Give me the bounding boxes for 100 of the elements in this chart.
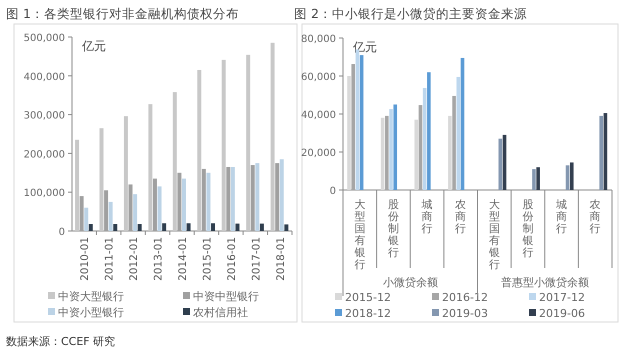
- bar: [351, 64, 356, 190]
- x-tick-label: 2010-01: [79, 237, 92, 281]
- y-tick-label: 0: [58, 227, 65, 238]
- bar: [202, 168, 206, 231]
- text: 普惠型小微贷余额: [500, 276, 589, 289]
- x-tick-label: 城商行: [555, 198, 568, 235]
- bar: [177, 172, 182, 231]
- y-tick-label: 40,000: [301, 110, 336, 121]
- bar: [284, 224, 288, 231]
- legend-label: 中资中型银行: [193, 290, 259, 303]
- bar: [536, 167, 540, 190]
- text: 小微贷余额: [382, 276, 438, 289]
- bar: [385, 116, 389, 190]
- x-tick-label: 农商行: [455, 198, 466, 235]
- bar: [389, 109, 393, 190]
- bar: [104, 190, 108, 231]
- bar: [566, 165, 570, 190]
- bar: [452, 96, 456, 190]
- bar: [260, 224, 264, 231]
- bar: [158, 186, 162, 231]
- bar: [133, 194, 138, 231]
- x-tick-label: 农商行: [590, 198, 601, 235]
- legend-label: 2017-12: [539, 291, 585, 304]
- x-tick-label: 2012-01: [128, 237, 140, 281]
- bar: [347, 76, 351, 190]
- bar: [427, 72, 431, 190]
- x-tick-label: 股份制银行: [521, 198, 534, 259]
- x-tick-label: 城商行: [420, 198, 433, 235]
- bar: [84, 208, 88, 231]
- bar: [75, 140, 80, 231]
- source-note: 数据来源：CCEF 研究: [6, 335, 116, 348]
- y-tick-label: 200,000: [24, 149, 65, 160]
- legend-label: 2018-12: [345, 307, 391, 320]
- legend-label: 农村信用社: [193, 306, 248, 319]
- chart-title: 图 1：各类型银行对非金融机构债权分布: [6, 6, 239, 21]
- y-tick-label: 80,000: [301, 34, 336, 45]
- bar: [222, 60, 226, 231]
- bar: [148, 104, 152, 231]
- bar: [206, 172, 210, 231]
- bar: [138, 224, 142, 231]
- y-axis-title: 亿元: [81, 39, 106, 53]
- bar: [182, 178, 186, 231]
- bar: [502, 134, 506, 190]
- y-tick-label: 100,000: [24, 188, 65, 200]
- x-tick-label: 2015-01: [201, 237, 214, 281]
- bar: [230, 166, 235, 231]
- bar: [604, 113, 608, 190]
- bar: [235, 224, 240, 231]
- bar: [255, 163, 260, 231]
- y-tick-label: 60,000: [301, 72, 336, 83]
- bar: [197, 70, 202, 231]
- bar: [128, 184, 133, 231]
- bar: [226, 166, 230, 231]
- bar: [186, 223, 191, 231]
- bar: [570, 162, 574, 190]
- x-tick-label: 大型国有银行: [488, 198, 500, 271]
- legend-label: 2015-12: [345, 291, 391, 304]
- legend-label: 2016-12: [442, 291, 488, 304]
- legend-label: 中资大型银行: [58, 290, 124, 303]
- x-tick-label: 2016-01: [226, 237, 238, 281]
- bar: [270, 42, 275, 231]
- y-tick-label: 400,000: [24, 72, 65, 83]
- bar: [80, 196, 84, 231]
- bar: [162, 223, 166, 231]
- x-tick-label: 2014-01: [177, 237, 189, 281]
- bar: [460, 58, 464, 190]
- chart-title: 图 2：中小银行是小微贷的主要资金来源: [294, 6, 527, 21]
- x-tick-label: 2018-01: [274, 237, 287, 281]
- bar: [108, 202, 113, 231]
- bar: [422, 88, 426, 190]
- bar: [498, 138, 502, 190]
- bar: [448, 116, 452, 190]
- bar: [88, 224, 93, 231]
- bar: [124, 116, 128, 231]
- bar: [418, 105, 422, 190]
- bar: [456, 76, 460, 190]
- y-tick-label: 300,000: [24, 110, 65, 122]
- legend-label: 中资小型银行: [58, 306, 124, 319]
- bar: [280, 159, 284, 231]
- bar: [414, 120, 418, 190]
- x-tick-label: 股份制银行: [386, 198, 399, 259]
- legend-label: 2019-06: [539, 307, 585, 320]
- x-tick-label: 大型国有银行: [353, 198, 366, 271]
- bar: [211, 223, 216, 231]
- bar: [393, 104, 398, 190]
- bar: [532, 169, 536, 190]
- x-tick-label: 2013-01: [152, 237, 165, 281]
- legend-label: 2019-03: [442, 307, 488, 320]
- y-tick-label: 500,000: [24, 33, 65, 44]
- bar: [275, 163, 280, 231]
- bar: [360, 55, 364, 190]
- y-tick-label: 20,000: [301, 148, 336, 159]
- x-tick-label: 2011-01: [104, 237, 116, 281]
- bar: [246, 54, 250, 231]
- bar: [172, 92, 177, 231]
- bar: [152, 178, 157, 231]
- bar: [599, 116, 603, 190]
- x-tick-label: 2017-01: [250, 237, 262, 281]
- bar: [100, 128, 104, 231]
- bar: [380, 118, 384, 190]
